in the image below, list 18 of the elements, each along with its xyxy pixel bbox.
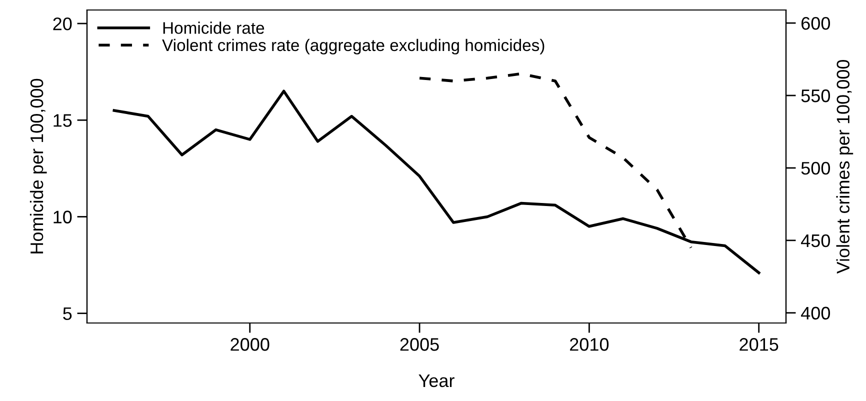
y-tick-label: 5 [63,307,72,320]
legend-label: Violent crimes rate (aggregate excluding homicides) [162,38,544,54]
y-tick-label: 20 [53,17,72,30]
x-tick-label: 2015 [740,338,778,351]
x-tick-label: 2005 [400,338,439,351]
y2-axis-title: Violent crimes per 100,000 [836,60,854,274]
y-tick-label: 15 [54,114,72,127]
y2-tick-label: 550 [801,89,830,102]
y2-tick-label: 400 [801,306,830,320]
x-tick-label: 2010 [570,338,609,351]
y-tick-label: 10 [54,210,72,224]
y2-tick-label: 450 [801,234,830,248]
y2-tick-label: 500 [801,162,830,175]
y2-tick-label: 600 [802,16,830,30]
x-tick-label: 2000 [230,338,270,351]
y-axis-title: Homicide per 100,000 [30,78,47,254]
legend-label: Homicide rate [163,22,264,34]
x-axis-title: Year [418,374,454,388]
